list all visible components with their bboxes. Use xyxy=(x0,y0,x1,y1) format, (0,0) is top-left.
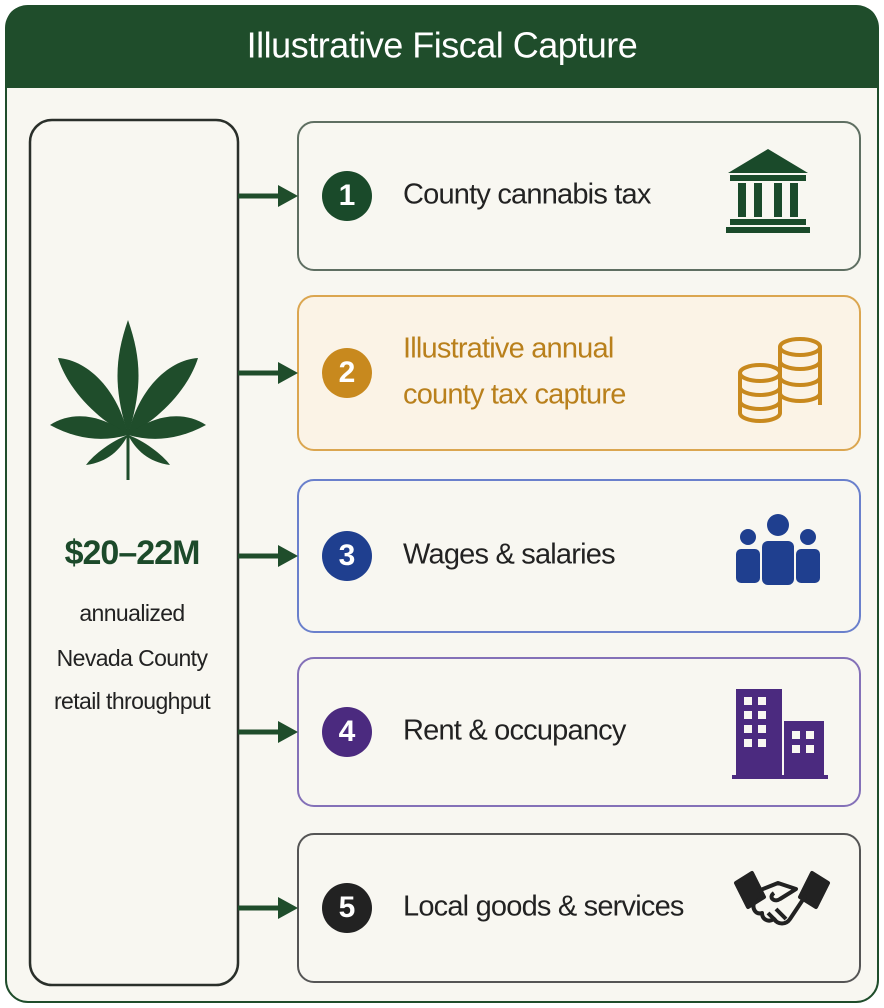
buildings-icon xyxy=(732,689,828,779)
item-number: 5 xyxy=(339,891,356,924)
item-number: 2 xyxy=(339,356,356,389)
source-description: Nevada County xyxy=(57,645,209,671)
item-label: Local goods & services xyxy=(403,891,684,923)
arrow-head xyxy=(278,362,298,384)
item-label: county tax capture xyxy=(403,379,626,411)
item-label: Illustrative annual xyxy=(403,333,614,365)
number-badge xyxy=(322,883,372,933)
arrow-head xyxy=(278,545,298,567)
number-badge xyxy=(322,707,372,757)
item-number: 4 xyxy=(339,715,356,748)
leaf-icon xyxy=(50,320,206,480)
coins-icon xyxy=(738,337,822,423)
title: Illustrative Fiscal Capture xyxy=(247,25,638,66)
number-badge xyxy=(322,171,372,221)
item-number: 3 xyxy=(339,539,356,572)
people-icon xyxy=(736,514,820,585)
source-description: retail throughput xyxy=(54,688,211,714)
source-description: annualized xyxy=(79,600,184,626)
number-badge xyxy=(322,348,372,398)
arrow-head xyxy=(278,897,298,919)
item-label: County cannabis tax xyxy=(403,179,652,211)
arrow-head xyxy=(278,721,298,743)
item-box xyxy=(297,295,861,451)
arrow-head xyxy=(278,185,298,207)
source-box xyxy=(28,118,240,987)
item-label: Wages & salaries xyxy=(403,539,615,571)
header-bar xyxy=(6,6,878,88)
handshake-icon xyxy=(734,871,830,926)
bank-icon xyxy=(726,149,810,233)
number-badge xyxy=(322,531,372,581)
amount: $20–22M xyxy=(65,534,200,572)
item-label: Rent & occupancy xyxy=(403,715,627,747)
item-number: 1 xyxy=(339,179,356,212)
